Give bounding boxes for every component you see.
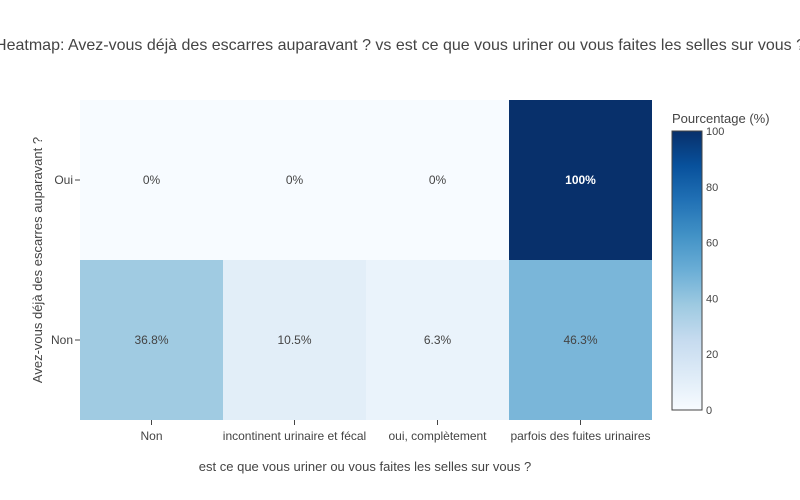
y-tick-label: Non <box>51 333 73 347</box>
x-tick-label: oui, complètement <box>388 429 487 443</box>
chart-title: Heatmap: Avez-vous déjà des escarres aup… <box>0 37 800 54</box>
colorbar-tick-label: 80 <box>706 182 718 194</box>
cell-value-label: 0% <box>143 173 161 187</box>
heatmap-cell <box>366 260 509 420</box>
colorbar: Pourcentage (%) 0 20 40 60 80 100 <box>671 111 770 417</box>
y-axis-title: Avez-vous déjà des escarres auparavant ? <box>30 137 45 383</box>
y-axis: Oui Non <box>51 173 80 347</box>
cell-value-label: 6.3% <box>424 333 452 347</box>
heatmap-cell-labels: 0% 0% 0% 100% 36.8% 10.5% 6.3% 46.3% <box>134 173 597 347</box>
heatmap-cell <box>223 260 366 420</box>
cell-value-label: 36.8% <box>134 333 168 347</box>
cell-value-label: 46.3% <box>563 333 597 347</box>
heatmap-cell <box>223 100 366 260</box>
heatmap-cell <box>80 100 223 260</box>
cell-value-label: 100% <box>565 173 596 187</box>
heatmap-cells <box>80 100 652 420</box>
y-tick-label: Oui <box>54 173 73 187</box>
colorbar-title: Pourcentage (%) <box>672 111 770 126</box>
x-tick-label: Non <box>140 429 162 443</box>
x-axis-title: est ce que vous uriner ou vous faites le… <box>199 459 531 474</box>
x-axis: Non incontinent urinaire et fécal oui, com… <box>140 420 651 443</box>
heatmap-cell <box>509 260 652 420</box>
heatmap-cell <box>366 100 509 260</box>
colorbar-tick-label: 20 <box>706 349 718 361</box>
colorbar-tick-label: 60 <box>706 238 718 250</box>
cell-value-label: 0% <box>286 173 304 187</box>
x-tick-label: incontinent urinaire et fécal <box>223 429 366 443</box>
heatmap-cell <box>80 260 223 420</box>
cell-value-label: 0% <box>429 173 447 187</box>
cell-value-label: 10.5% <box>277 333 311 347</box>
x-tick-label: parfois des fuites urinaires <box>510 429 650 443</box>
colorbar-gradient <box>671 130 703 411</box>
colorbar-tick-label: 100 <box>706 126 724 138</box>
heatmap-cell <box>509 100 652 260</box>
colorbar-tick-label: 0 <box>706 405 712 417</box>
colorbar-tick-label: 40 <box>706 293 718 305</box>
